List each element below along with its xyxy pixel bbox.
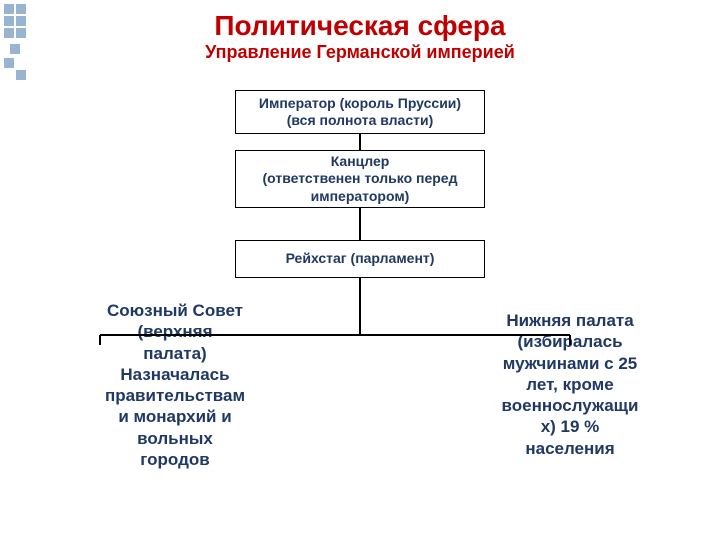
- title-line-2: Управление Германской империей: [0, 42, 720, 63]
- node-text-line: (ответственен только перед: [263, 170, 458, 188]
- node-text-line: Канцлер: [331, 153, 390, 171]
- slide-decor: [0, 0, 24, 540]
- leaf-text-line: военнослужащи: [470, 395, 670, 416]
- leaf-text-line: (верхняя: [80, 321, 270, 342]
- leaf-upper-chamber: Союзный Совет(верхняяпалата)Назначаласьп…: [80, 300, 270, 470]
- leaf-text-line: (избиралась: [470, 331, 670, 352]
- node-text-line: (вся полнота власти): [287, 112, 434, 130]
- leaf-text-line: палата): [80, 343, 270, 364]
- leaf-text-line: Нижняя палата: [470, 310, 670, 331]
- title-block: Политическая сфера Управление Германской…: [0, 10, 720, 63]
- leaf-text-line: вольных: [80, 428, 270, 449]
- title-line-1: Политическая сфера: [0, 10, 720, 42]
- leaf-text-line: Назначалась: [80, 364, 270, 385]
- node-text-line: Император (король Пруссии): [259, 95, 461, 113]
- leaf-lower-chamber: Нижняя палата(избираласьмужчинами с 25ле…: [470, 310, 670, 459]
- leaf-text-line: и монархий и: [80, 406, 270, 427]
- node-emperor: Император (король Пруссии)(вся полнота в…: [235, 90, 485, 134]
- leaf-text-line: х) 19 %: [470, 416, 670, 437]
- node-reichstag: Рейхстаг (парламент): [235, 240, 485, 278]
- leaf-text-line: правительствам: [80, 385, 270, 406]
- leaf-text-line: городов: [80, 449, 270, 470]
- node-text-line: Рейхстаг (парламент): [286, 250, 435, 268]
- leaf-text-line: населения: [470, 438, 670, 459]
- leaf-text-line: мужчинами с 25: [470, 353, 670, 374]
- node-text-line: императором): [311, 188, 410, 206]
- leaf-text-line: лет, кроме: [470, 374, 670, 395]
- node-chancellor: Канцлер(ответственен только передимперат…: [235, 150, 485, 208]
- leaf-text-line: Союзный Совет: [80, 300, 270, 321]
